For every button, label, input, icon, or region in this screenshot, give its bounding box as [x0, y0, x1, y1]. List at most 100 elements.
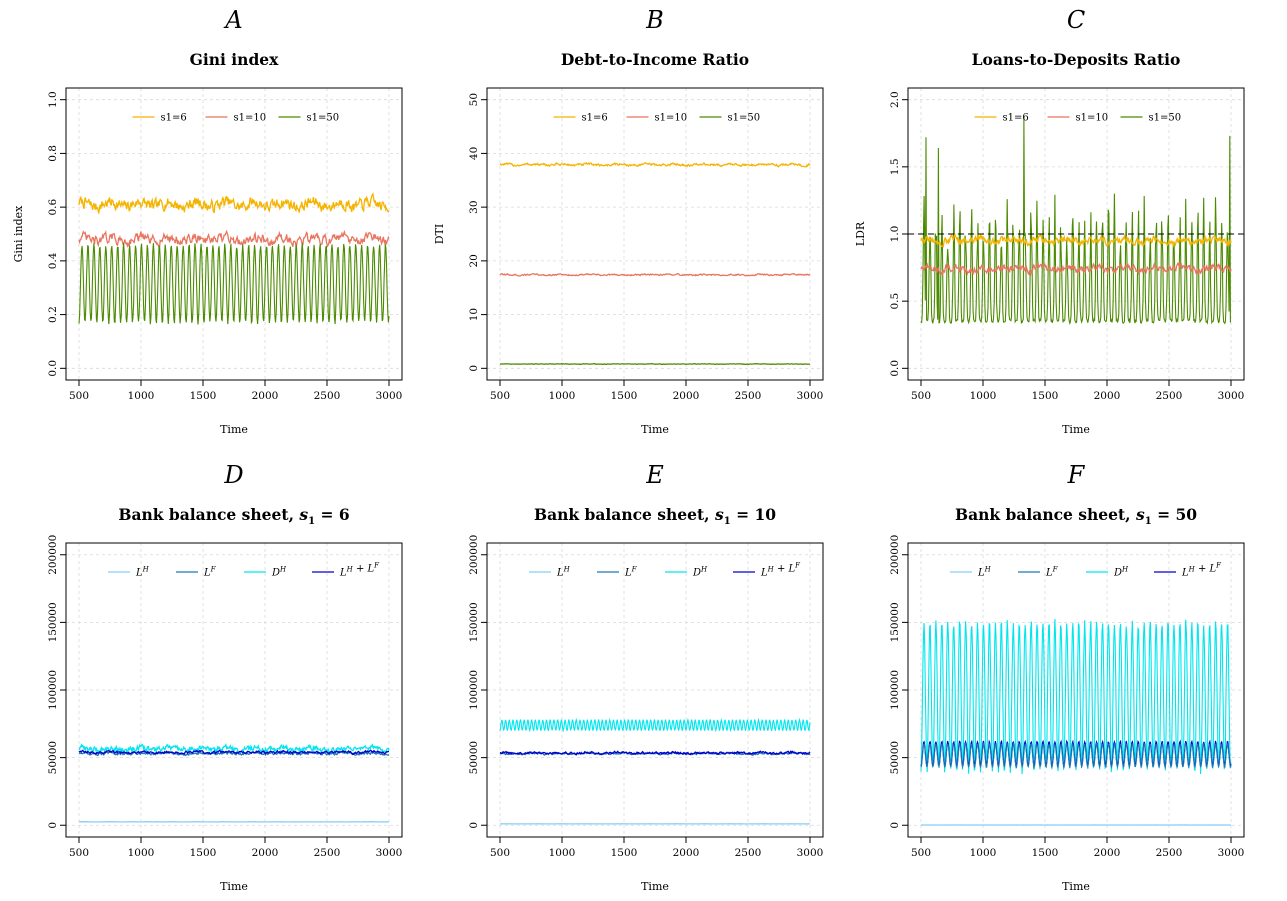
x-tick-label: 500: [911, 390, 931, 402]
x-tick-label: 500: [490, 847, 510, 859]
series-line-lhlf: [78, 749, 390, 755]
x-tick-label: 2500: [1156, 847, 1183, 859]
y-tick-label: 10: [468, 308, 480, 321]
y-tick-label: 150000: [47, 602, 59, 642]
x-tick-label: 1500: [190, 847, 217, 859]
legend-label: DH: [692, 566, 708, 579]
x-tick-label: 1000: [970, 390, 997, 402]
x-tick-label: 3000: [1218, 847, 1245, 859]
series-line-dh: [499, 717, 811, 733]
x-tick-label: 500: [490, 390, 510, 402]
x-tick-label: 1500: [611, 847, 638, 859]
x-tick-label: 2000: [1094, 390, 1121, 402]
plot-frame: [65, 87, 403, 381]
chart-panel-e: E Bank balance sheet, s1 = 10 500 1000 1500 2…: [468, 461, 824, 893]
y-tick-label: 0.6: [47, 198, 59, 215]
legend-label: LF: [1045, 566, 1059, 579]
series-line-s16: [920, 232, 1232, 248]
y-tick-label: 50000: [889, 741, 901, 774]
y-axis-label: Gini index: [12, 205, 25, 263]
x-tick-label: 1000: [549, 847, 576, 859]
y-tick-label: 0: [468, 365, 480, 372]
y-tick-label: 0.8: [47, 145, 59, 162]
legend-label: LH + LF: [339, 562, 380, 579]
series-line-s16: [499, 161, 811, 168]
legend-label: LH: [135, 566, 150, 579]
y-tick-label: 1.5: [889, 158, 901, 175]
y-tick-label: 1.0: [889, 226, 901, 243]
legend-label: LF: [203, 566, 217, 579]
x-tick-label: 1500: [190, 390, 217, 402]
x-tick-label: 2000: [252, 390, 279, 402]
x-axis-label: Time: [641, 423, 669, 436]
series-line-s110: [920, 260, 1232, 276]
x-tick-label: 3000: [376, 847, 403, 859]
x-axis-label: Time: [1062, 880, 1090, 893]
x-tick-label: 500: [69, 390, 89, 402]
x-tick-label: 1500: [1032, 847, 1059, 859]
legend-label: s1=10: [234, 113, 267, 124]
legend-label: s1=6: [161, 113, 187, 124]
y-tick-label: 200000: [468, 535, 480, 575]
legend-label: DH: [1113, 566, 1129, 579]
x-tick-label: 2000: [252, 847, 279, 859]
panel-title: Debt-to-Income Ratio: [561, 50, 749, 69]
x-tick-label: 2500: [1156, 390, 1183, 402]
x-tick-label: 3000: [376, 390, 403, 402]
x-tick-label: 2500: [735, 390, 762, 402]
series-line-s16: [78, 192, 390, 215]
legend-label: LF: [624, 566, 638, 579]
chart-panel-f: F Bank balance sheet, s1 = 50 500 1000 1500 2…: [889, 461, 1245, 893]
panel-title: Bank balance sheet, s1 = 50: [955, 505, 1197, 527]
panel-letter: B: [645, 6, 664, 34]
legend-label: DH: [271, 566, 287, 579]
x-tick-label: 2500: [314, 390, 341, 402]
legend-label: s1=50: [307, 113, 340, 124]
panel-letter: D: [223, 461, 243, 489]
y-tick-label: 0.4: [47, 252, 59, 269]
y-tick-label: 0: [468, 822, 480, 829]
x-tick-label: 1500: [611, 390, 638, 402]
series-line-s150: [920, 117, 1232, 326]
x-tick-label: 2500: [314, 847, 341, 859]
series-line-dh: [78, 743, 390, 755]
y-tick-label: 50: [468, 93, 480, 106]
plot-frame: [486, 87, 824, 381]
x-tick-label: 1000: [549, 390, 576, 402]
y-tick-label: 0: [47, 822, 59, 829]
series-line-s150: [78, 242, 390, 325]
legend-label: LH + LF: [1181, 562, 1222, 579]
x-tick-label: 3000: [797, 847, 824, 859]
legend-label: s1=6: [582, 113, 608, 124]
panel-letter: C: [1067, 6, 1085, 34]
legend-label: s1=10: [655, 113, 688, 124]
series-line-lhlf: [500, 750, 811, 756]
x-tick-label: 1000: [970, 847, 997, 859]
legend-label: LH + LF: [760, 562, 801, 579]
panel-title: Gini index: [190, 50, 280, 69]
y-tick-label: 50000: [468, 741, 480, 774]
x-tick-label: 2000: [673, 847, 700, 859]
x-axis-label: Time: [220, 423, 248, 436]
panel-letter: E: [645, 461, 664, 489]
series-line-lf: [920, 741, 1232, 770]
y-tick-label: 40: [468, 147, 480, 160]
y-tick-label: 100000: [889, 670, 901, 710]
legend-label: s1=10: [1076, 113, 1109, 124]
x-tick-label: 2500: [735, 847, 762, 859]
y-tick-label: 200000: [889, 535, 901, 575]
y-tick-label: 200000: [47, 535, 59, 575]
legend-label: s1=50: [728, 113, 761, 124]
panel-letter: F: [1067, 461, 1086, 489]
series-line-dh: [920, 618, 1232, 775]
x-tick-label: 2000: [1094, 847, 1121, 859]
x-axis-label: Time: [220, 880, 248, 893]
y-tick-label: 0: [889, 822, 901, 829]
legend-label: LH: [977, 566, 992, 579]
y-tick-label: 0.0: [47, 360, 59, 377]
y-tick-label: 100000: [47, 670, 59, 710]
legend-label: s1=50: [1149, 113, 1182, 124]
legend-label: LH: [556, 566, 571, 579]
x-tick-label: 3000: [797, 390, 824, 402]
